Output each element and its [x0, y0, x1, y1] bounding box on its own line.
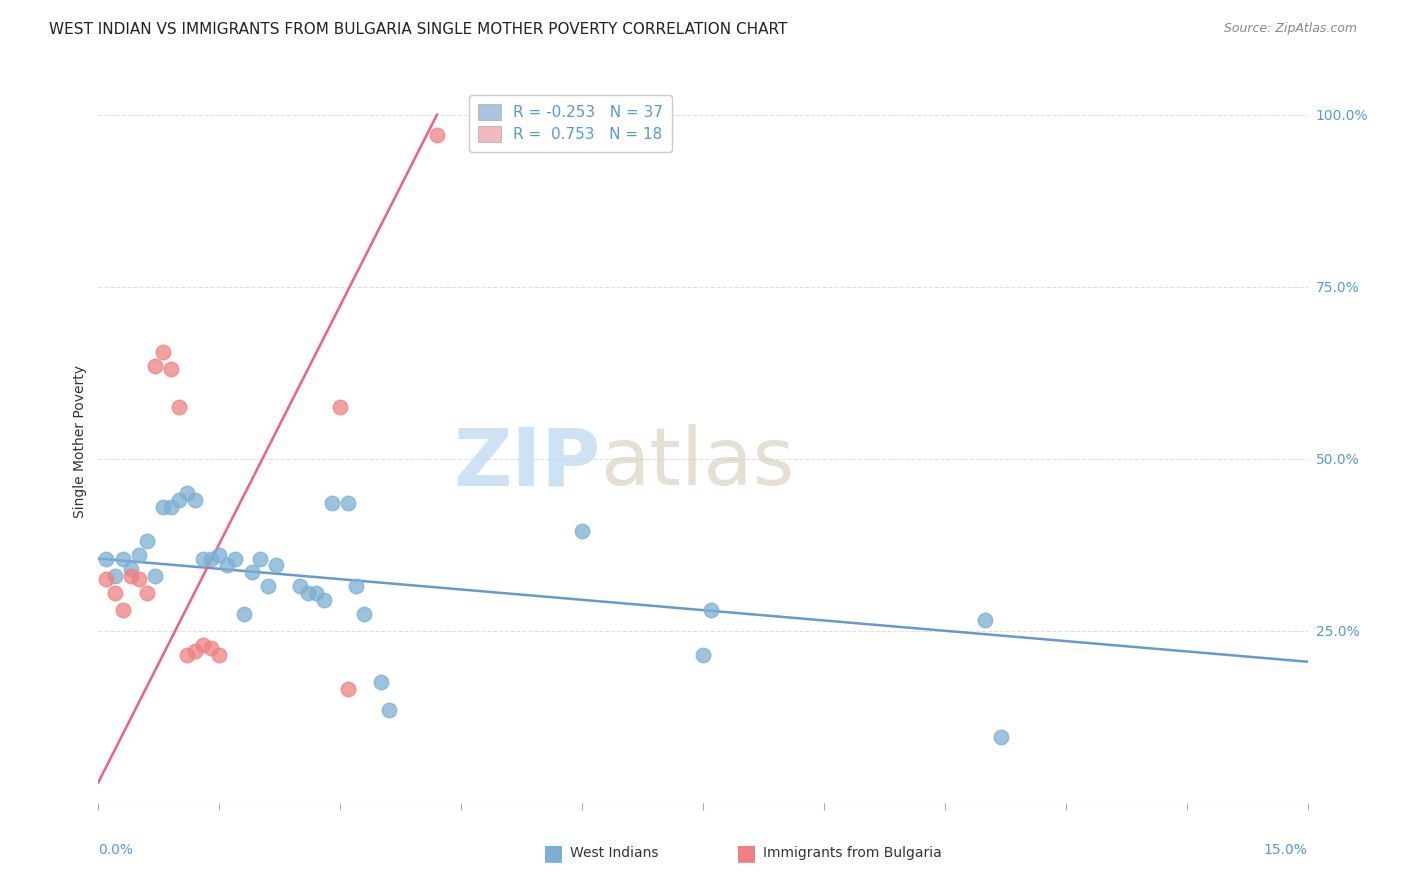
Point — [120, 562, 142, 576]
Point — [143, 359, 166, 373]
Point — [167, 493, 190, 508]
Point — [314, 592, 336, 607]
Y-axis label: Single Mother Poverty: Single Mother Poverty — [73, 365, 87, 518]
Point — [143, 568, 166, 582]
Point — [96, 572, 118, 586]
Point — [120, 568, 142, 582]
Text: ■: ■ — [543, 843, 564, 863]
Point — [370, 675, 392, 690]
Point — [200, 640, 222, 655]
Point — [571, 524, 593, 538]
Point — [103, 586, 125, 600]
Point — [193, 551, 215, 566]
Text: WEST INDIAN VS IMMIGRANTS FROM BULGARIA SINGLE MOTHER POVERTY CORRELATION CHART: WEST INDIAN VS IMMIGRANTS FROM BULGARIA … — [49, 22, 787, 37]
Text: ZIP: ZIP — [453, 425, 600, 502]
Point — [208, 648, 231, 662]
Point — [176, 648, 198, 662]
Point — [700, 603, 723, 617]
Point — [152, 345, 174, 359]
Point — [160, 362, 183, 376]
Text: West Indians: West Indians — [569, 847, 658, 861]
Point — [264, 558, 287, 573]
Point — [305, 586, 328, 600]
Point — [208, 548, 231, 562]
Point — [200, 551, 222, 566]
Text: 15.0%: 15.0% — [1264, 843, 1308, 856]
Text: Immigrants from Bulgaria: Immigrants from Bulgaria — [763, 847, 942, 861]
Point — [128, 572, 150, 586]
Point — [111, 603, 134, 617]
Point — [224, 551, 246, 566]
Point — [152, 500, 174, 514]
Point — [377, 703, 399, 717]
Point — [184, 644, 207, 658]
Text: Source: ZipAtlas.com: Source: ZipAtlas.com — [1223, 22, 1357, 36]
Point — [217, 558, 239, 573]
Point — [240, 566, 263, 580]
Point — [974, 614, 997, 628]
Point — [329, 400, 352, 414]
Point — [176, 486, 198, 500]
Point — [256, 579, 278, 593]
Point — [96, 551, 118, 566]
Legend: R = -0.253   N = 37, R =  0.753   N = 18: R = -0.253 N = 37, R = 0.753 N = 18 — [468, 95, 672, 152]
Point — [103, 568, 125, 582]
Point — [288, 579, 311, 593]
Point — [128, 548, 150, 562]
Point — [353, 607, 375, 621]
Point — [135, 586, 157, 600]
Point — [249, 551, 271, 566]
Point — [111, 551, 134, 566]
Text: ■: ■ — [737, 843, 758, 863]
Point — [160, 500, 183, 514]
Point — [167, 400, 190, 414]
Point — [337, 496, 360, 510]
Point — [193, 638, 215, 652]
Point — [135, 534, 157, 549]
Point — [297, 586, 319, 600]
Point — [426, 128, 449, 143]
Point — [344, 579, 367, 593]
Text: atlas: atlas — [600, 425, 794, 502]
Point — [321, 496, 343, 510]
Point — [337, 682, 360, 697]
Point — [990, 731, 1012, 745]
Point — [184, 493, 207, 508]
Point — [232, 607, 254, 621]
Text: 0.0%: 0.0% — [98, 843, 134, 856]
Point — [692, 648, 714, 662]
